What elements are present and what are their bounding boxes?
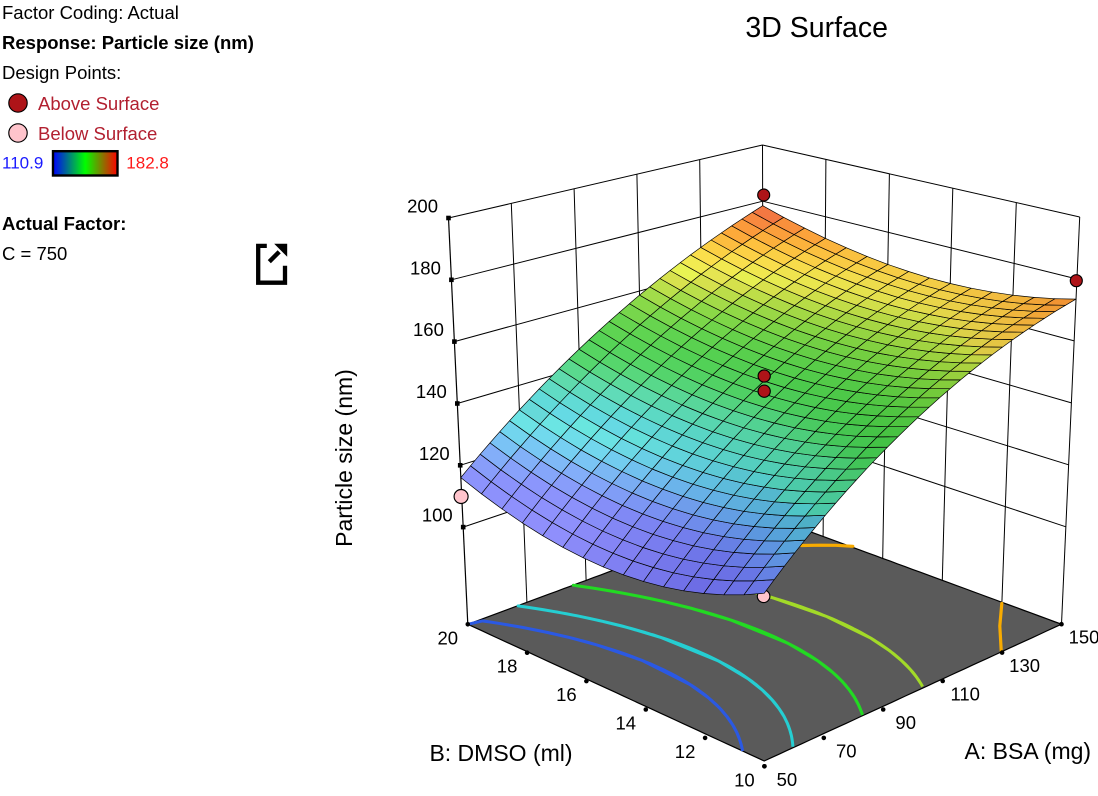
svg-text:16: 16 — [556, 684, 577, 705]
svg-text:Design Points:: Design Points: — [2, 62, 121, 83]
svg-text:Above Surface: Above Surface — [38, 93, 159, 114]
svg-text:150: 150 — [1069, 627, 1098, 648]
svg-text:A: BSA (mg): A: BSA (mg) — [965, 738, 1092, 764]
svg-text:70: 70 — [836, 740, 857, 761]
svg-text:100: 100 — [422, 505, 453, 526]
svg-text:C = 750: C = 750 — [2, 243, 67, 264]
svg-text:3D Surface: 3D Surface — [745, 12, 888, 44]
svg-text:12: 12 — [675, 741, 696, 762]
svg-text:Actual Factor:: Actual Factor: — [2, 213, 126, 234]
svg-text:Particle size (nm): Particle size (nm) — [331, 369, 357, 547]
svg-text:90: 90 — [895, 712, 916, 733]
svg-text:14: 14 — [616, 713, 637, 734]
svg-text:110: 110 — [950, 684, 980, 705]
svg-text:110.9: 110.9 — [2, 154, 43, 173]
svg-text:Below Surface: Below Surface — [38, 123, 157, 144]
svg-text:160: 160 — [413, 319, 444, 340]
svg-text:180: 180 — [410, 257, 441, 278]
svg-text:Factor Coding: Actual: Factor Coding: Actual — [2, 2, 179, 23]
svg-text:Response: Particle size (nm): Response: Particle size (nm) — [2, 32, 254, 53]
svg-text:140: 140 — [416, 381, 447, 402]
svg-text:B: DMSO (ml): B: DMSO (ml) — [429, 740, 572, 766]
svg-text:120: 120 — [419, 443, 450, 464]
svg-text:10: 10 — [734, 769, 755, 790]
svg-text:18: 18 — [497, 656, 518, 677]
svg-text:20: 20 — [438, 627, 459, 648]
svg-text:50: 50 — [777, 769, 798, 790]
svg-text:130: 130 — [1009, 655, 1040, 676]
svg-text:182.8: 182.8 — [126, 154, 169, 173]
svg-text:200: 200 — [407, 196, 438, 217]
